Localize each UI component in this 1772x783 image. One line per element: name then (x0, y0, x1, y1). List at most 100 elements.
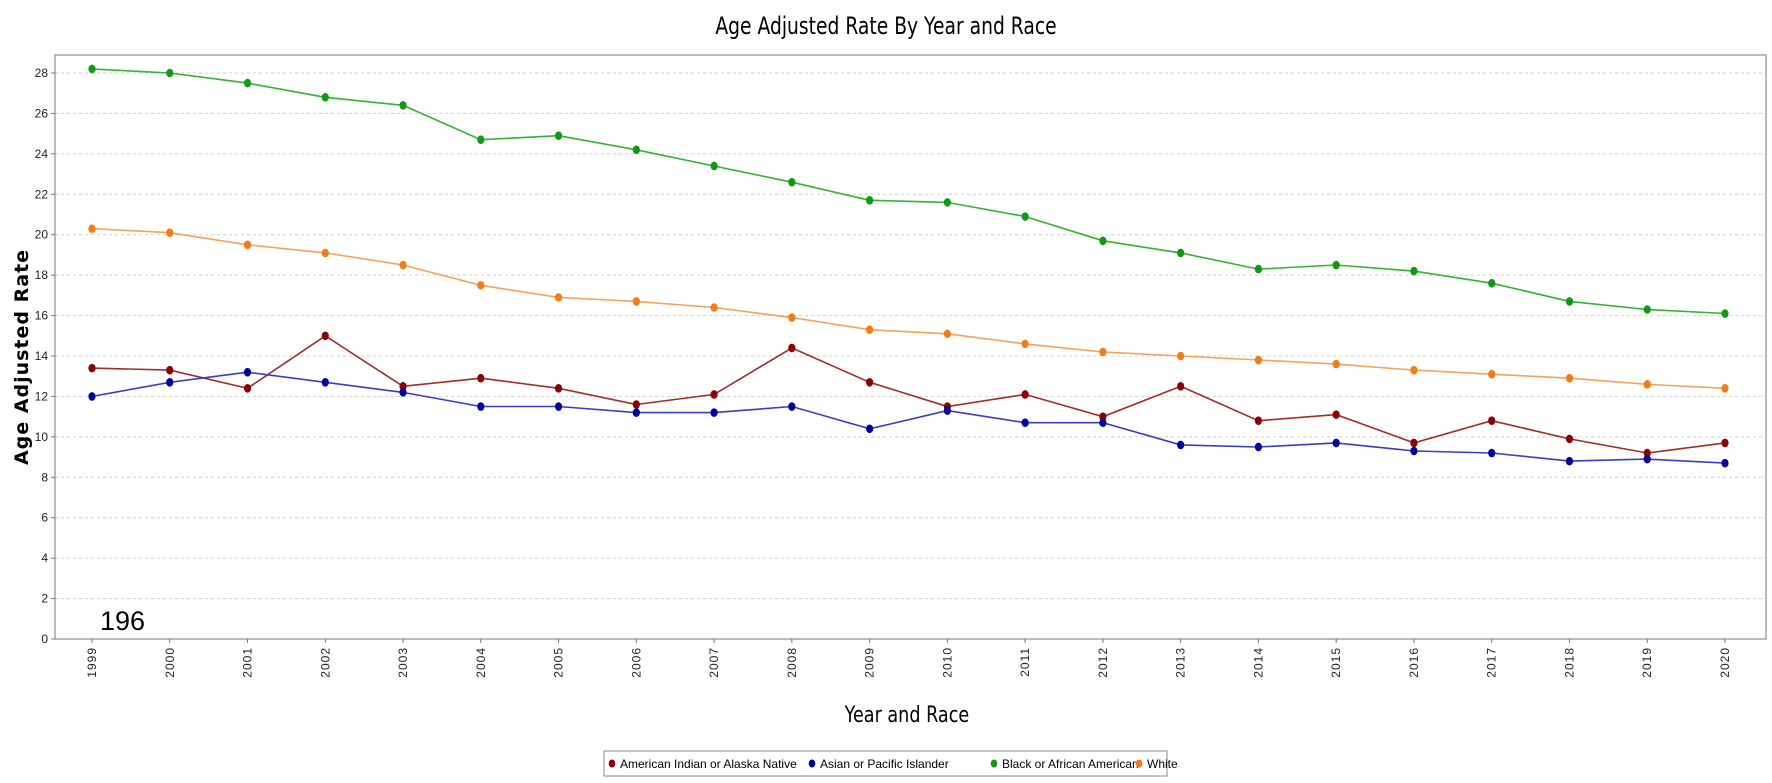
point-4-2004 (477, 280, 485, 290)
x-tick-label-2001: 2001 (241, 647, 255, 678)
legend-label-1: American Indian or Alaska Native (620, 757, 797, 771)
point-3-2004 (477, 135, 485, 145)
point-3-2019 (1643, 305, 1651, 314)
point-1-2017 (1488, 416, 1496, 425)
point-2-2014 (1254, 442, 1263, 452)
point-2-2007 (710, 408, 718, 417)
point-4-2020 (1721, 384, 1729, 393)
point-1-2002 (321, 331, 329, 341)
point-4-1999 (88, 224, 96, 233)
point-2-2008 (788, 402, 796, 411)
point-2-2017 (1488, 448, 1496, 458)
point-3-2008 (788, 177, 796, 187)
point-1-2005 (554, 384, 563, 393)
point-4-2000 (166, 228, 174, 237)
x-tick-label-2003: 2003 (396, 647, 410, 678)
point-4-2005 (554, 293, 563, 302)
point-3-2020 (1721, 309, 1729, 318)
y-tick-label-10: 10 (35, 430, 49, 444)
y-tick-label-26: 26 (35, 106, 49, 120)
x-tick-label-2002: 2002 (318, 647, 332, 678)
y-tick-label-16: 16 (35, 309, 49, 323)
point-3-2003 (399, 101, 407, 110)
plot-frame (54, 54, 1767, 640)
point-4-2009 (866, 325, 874, 335)
point-3-2010 (943, 198, 951, 207)
point-2-2009 (866, 424, 874, 434)
point-1-2001 (243, 384, 252, 393)
y-axis-label: Age Adjusted Rate (11, 249, 33, 465)
point-3-2011 (1021, 212, 1029, 221)
x-tick-label-2014: 2014 (1251, 647, 1265, 678)
series-line-3 (91, 68, 1726, 315)
point-1-2018 (1565, 434, 1574, 444)
point-3-2013 (1177, 248, 1185, 258)
point-3-2009 (866, 196, 874, 205)
point-1-1999 (88, 363, 96, 373)
y-tick-label-4: 4 (41, 551, 48, 565)
point-2-2005 (554, 402, 563, 411)
point-3-2006 (632, 145, 640, 155)
x-tick-label-2012: 2012 (1096, 647, 1110, 678)
y-tick-label-6: 6 (41, 511, 48, 525)
point-2-2013 (1177, 440, 1185, 450)
point-2-2019 (1643, 454, 1651, 464)
series-1 (88, 331, 1729, 458)
point-1-2019 (1643, 448, 1651, 458)
x-tick-label-2008: 2008 (785, 647, 799, 678)
x-tick-label-2004: 2004 (474, 647, 488, 678)
legend-marker-3 (990, 759, 998, 768)
legend-box (603, 750, 1168, 777)
point-1-2013 (1177, 382, 1185, 391)
y-tick-label-22: 22 (35, 187, 49, 201)
x-tick-label-2005: 2005 (552, 647, 566, 678)
point-3-2015 (1332, 260, 1340, 270)
x-tick-label-2013: 2013 (1174, 647, 1188, 678)
chart-title: Age Adjusted Rate By Year and Race (715, 13, 1056, 41)
point-4-2003 (399, 260, 407, 270)
series-layer (88, 64, 1729, 468)
point-3-2018 (1565, 297, 1574, 306)
point-2-2010 (943, 406, 951, 415)
point-1-2020 (1721, 438, 1729, 448)
legend-marker-4 (1135, 759, 1143, 768)
point-2-1999 (88, 392, 96, 401)
x-axis-label: Year and Race (844, 702, 969, 727)
legend: American Indian or Alaska Native Asian or… (603, 750, 1178, 777)
point-4-2015 (1332, 359, 1340, 369)
y-tick-label-2: 2 (41, 592, 48, 606)
y-tick-label-20: 20 (35, 228, 49, 242)
point-4-2008 (788, 313, 796, 322)
point-2-2012 (1099, 418, 1107, 428)
point-4-2002 (321, 248, 329, 258)
point-4-2018 (1565, 373, 1574, 383)
point-2-2020 (1721, 458, 1729, 468)
point-3-2002 (321, 92, 329, 102)
x-tick-label-2007: 2007 (707, 647, 721, 678)
point-4-2010 (943, 329, 951, 339)
point-2-2015 (1332, 438, 1340, 448)
x-tick-label-2018: 2018 (1562, 647, 1576, 678)
annotation-number: 196 (100, 606, 145, 636)
point-3-2007 (710, 161, 718, 171)
point-1-2003 (399, 382, 407, 391)
point-2-2016 (1410, 446, 1418, 456)
point-2-2004 (477, 402, 485, 411)
point-1-2000 (166, 365, 174, 375)
y-tick-label-12: 12 (35, 389, 49, 403)
x-tick-label-2017: 2017 (1485, 647, 1499, 678)
series-line-4 (91, 227, 1726, 390)
y-tick-label-8: 8 (41, 470, 48, 484)
point-3-2016 (1410, 266, 1418, 276)
point-4-2011 (1021, 339, 1029, 349)
point-2-2001 (243, 367, 252, 377)
point-1-2016 (1410, 438, 1418, 448)
y-tick-label-14: 14 (35, 349, 49, 363)
point-1-2004 (477, 373, 485, 383)
x-tick-label-1999: 1999 (85, 647, 99, 678)
point-1-2007 (710, 390, 718, 399)
point-4-2014 (1254, 355, 1263, 365)
x-tick-label-2019: 2019 (1640, 647, 1654, 678)
series-line-1 (91, 334, 1726, 454)
